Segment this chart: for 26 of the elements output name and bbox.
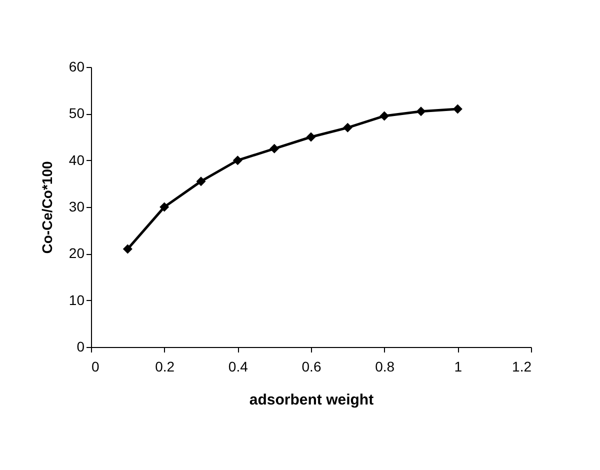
point (306, 132, 316, 142)
point (342, 122, 352, 132)
point (196, 176, 206, 186)
y-axis-title: Co-Ce/Co*100 (38, 161, 55, 254)
y-tick-label: 30 (68, 198, 85, 214)
point (380, 111, 390, 121)
y-tick-label: 20 (68, 245, 85, 262)
y-tick-label: 50 (68, 105, 85, 122)
x-axis-title: adsorbent weight (249, 392, 374, 408)
x-tick-label: 0 (92, 358, 100, 374)
x-tick-label: 0.4 (228, 358, 248, 374)
x-tick-label: 0.8 (375, 358, 395, 374)
point (232, 156, 242, 166)
point (452, 104, 462, 114)
x-tick-label: 0.6 (302, 358, 322, 374)
point (122, 244, 132, 254)
y-tick-label: 60 (68, 58, 85, 74)
y-tick-label: 10 (68, 292, 85, 308)
y-tick-label: 0 (76, 338, 85, 354)
x-tick-label: 1 (454, 358, 462, 374)
point (416, 106, 426, 116)
x-tick-label: 0.2 (155, 358, 175, 374)
x-tick-label: 1.2 (512, 358, 532, 374)
point (270, 144, 280, 154)
y-tick-label: 40 (68, 152, 85, 168)
point (160, 202, 170, 212)
